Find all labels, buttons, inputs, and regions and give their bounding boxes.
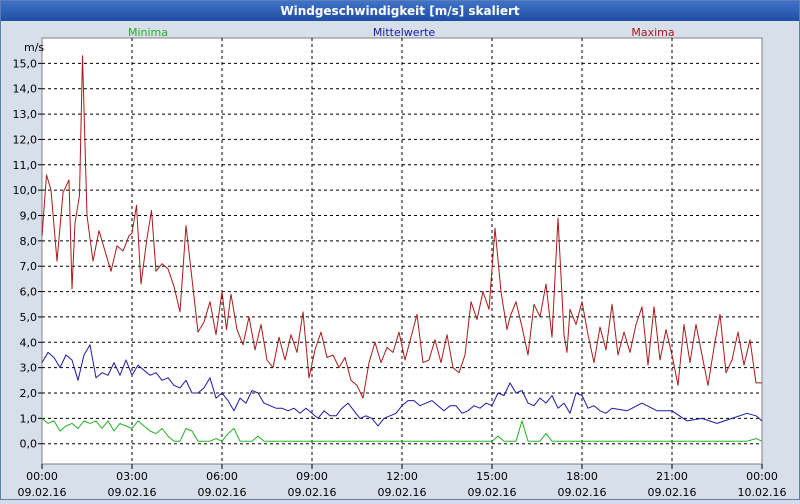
y-tick-label: 11,0 [13,159,38,172]
x-tick-time-label: 00:00 [746,470,778,483]
y-tick-label: 10,0 [13,184,38,197]
x-axis-ticks: 00:00 09.02.16 03:00 09.02.16 06:00 09.02.16 0… [18,464,787,499]
minima-line [41,418,763,442]
wind-speed-chart: 0,0 1,0 2,0 3,0 4,0 5,0 6,0 7,0 8,0 9,0 10,0 11,0 12… [13,26,787,499]
maxima-line [41,55,762,399]
y-tick-label: 7,0 [20,260,38,273]
x-tick-time-label: 18:00 [566,470,598,483]
series-lines [41,55,763,442]
x-tick-time-label: 12:00 [386,470,418,483]
x-tick-date-label: 09.02.16 [288,486,337,499]
y-tick-label: 12,0 [13,133,38,146]
x-tick-date-label: 09.02.16 [558,486,607,499]
x-tick-date-label: 09.02.16 [468,486,517,499]
y-tick-label: 5,0 [20,311,38,324]
x-tick-time-label: 21:00 [656,470,688,483]
y-tick-label: 0,0 [20,438,38,451]
y-tick-label: 6,0 [20,286,38,299]
x-tick-time-label: 03:00 [116,470,148,483]
y-axis-label: m/s [24,41,44,54]
chart-area: 0,0 1,0 2,0 3,0 4,0 5,0 6,0 7,0 8,0 9,0 10,0 11,0 12… [1,22,799,500]
x-tick-date-label: 09.02.16 [198,486,247,499]
x-tick-time-label: 09:00 [296,470,328,483]
x-tick-time-label: 06:00 [206,470,238,483]
legend-minima: Minima [128,26,168,39]
y-axis-ticks: 0,0 1,0 2,0 3,0 4,0 5,0 6,0 7,0 8,0 9,0 10,0 11,0 12… [13,57,42,451]
y-tick-label: 14,0 [13,83,38,96]
y-tick-label: 15,0 [13,57,38,70]
chart-title: Windgeschwindigkeit [m/s] skaliert [1,1,799,21]
y-tick-label: 3,0 [20,362,38,375]
y-tick-label: 13,0 [13,108,38,121]
x-tick-time-label: 15:00 [476,470,508,483]
x-tick-date-label: 10.02.16 [738,486,787,499]
y-tick-label: 2,0 [20,387,38,400]
mittelwerte-line [41,344,763,427]
x-tick-date-label: 09.02.16 [18,486,67,499]
y-tick-label: 4,0 [20,336,38,349]
x-tick-time-label: 00:00 [26,470,58,483]
x-tick-date-label: 09.02.16 [378,486,427,499]
x-tick-date-label: 09.02.16 [108,486,157,499]
y-tick-label: 1,0 [20,412,38,425]
legend-mittelwerte: Mittelwerte [373,26,436,39]
legend-maxima: Maxima [631,26,674,39]
x-tick-date-label: 09.02.16 [648,486,697,499]
grid [42,38,762,464]
y-tick-label: 8,0 [20,235,38,248]
y-tick-label: 9,0 [20,210,38,223]
